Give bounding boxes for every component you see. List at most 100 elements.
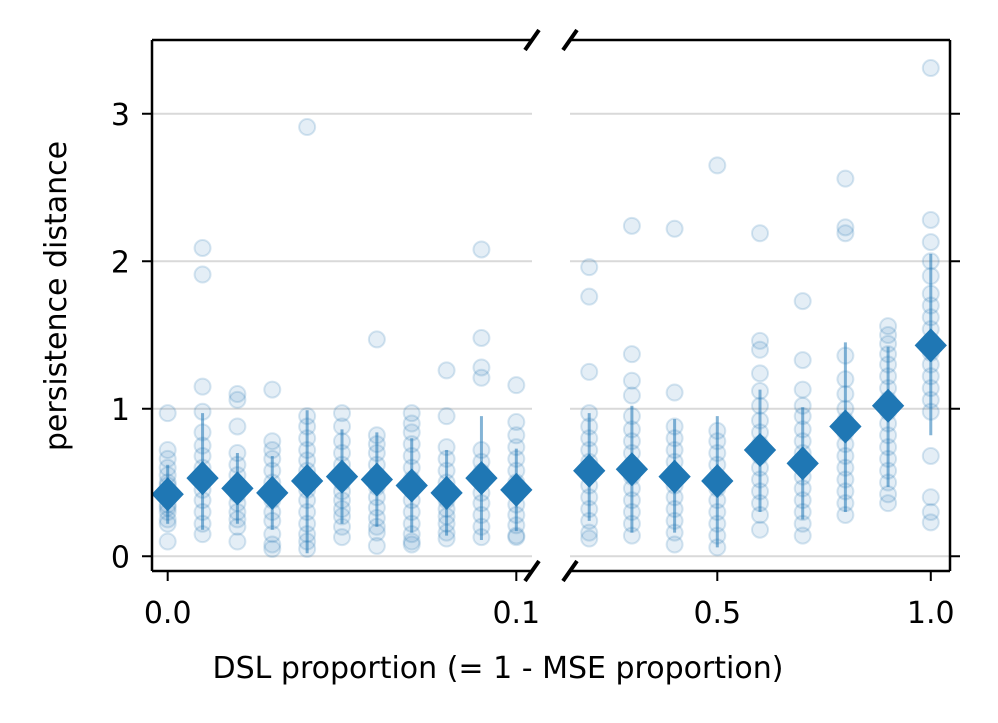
y-tick-label-1: 1 bbox=[111, 393, 130, 428]
data-point-left-10-2 bbox=[507, 426, 526, 445]
data-point-left-6-0 bbox=[367, 330, 386, 349]
data-point-left-4-0 bbox=[298, 118, 317, 137]
data-point-left-1-1 bbox=[193, 265, 212, 284]
data-point-left-9-1 bbox=[472, 328, 491, 347]
data-point-right-1-0 bbox=[622, 216, 641, 235]
data-point-right-1-2 bbox=[622, 371, 641, 390]
y-tick-label-3: 3 bbox=[111, 98, 130, 133]
data-point-left-9-3 bbox=[472, 368, 491, 387]
x-axis-label: DSL proportion (= 1 - MSE proportion) bbox=[213, 651, 784, 686]
data-point-right-2-0 bbox=[665, 219, 684, 238]
data-point-right-0-0 bbox=[580, 258, 599, 277]
data-point-right-6-1 bbox=[836, 218, 855, 237]
data-point-right-4-1 bbox=[751, 331, 769, 350]
data-point-left-2-0 bbox=[228, 385, 247, 403]
data-point-left-0-0 bbox=[158, 404, 177, 423]
data-point-right-1-3 bbox=[622, 386, 641, 405]
data-point-left-2-11 bbox=[228, 532, 247, 551]
data-point-left-10-0 bbox=[507, 376, 526, 395]
mean-marker-right-3 bbox=[701, 464, 734, 499]
x-tick-label-right-0: 0.5 bbox=[693, 596, 741, 631]
data-point-right-4-0 bbox=[751, 224, 769, 243]
mean-marker-left-10 bbox=[500, 472, 533, 507]
mean-marker-right-1 bbox=[615, 452, 649, 487]
data-point-left-6-12 bbox=[367, 536, 386, 555]
mean-marker-left-6 bbox=[360, 462, 394, 497]
data-point-left-9-0 bbox=[472, 240, 491, 259]
data-point-left-0-1 bbox=[158, 532, 177, 551]
data-point-right-6-2 bbox=[836, 224, 855, 243]
data-point-right-8-16 bbox=[921, 446, 940, 465]
data-point-right-2-12 bbox=[665, 535, 684, 554]
data-point-right-0-2 bbox=[580, 362, 599, 381]
data-point-left-3-11 bbox=[263, 535, 282, 554]
data-point-left-7-0 bbox=[402, 404, 421, 423]
data-point-right-8-18 bbox=[921, 503, 940, 521]
x-tick-label-left-0: 0.0 bbox=[144, 596, 192, 631]
data-point-left-3-1 bbox=[263, 432, 282, 451]
mean-marker-right-2 bbox=[658, 459, 691, 494]
data-point-right-7-16 bbox=[879, 494, 898, 513]
axes-layer bbox=[150, 28, 952, 583]
mean-marker-left-1 bbox=[186, 461, 219, 496]
data-point-left-7-13 bbox=[402, 535, 421, 554]
mean-marker-right-7 bbox=[871, 388, 905, 423]
axis-break-mark-1 bbox=[561, 28, 579, 52]
data-point-right-5-14 bbox=[793, 526, 812, 545]
x-tick-label-right-1: 1.0 bbox=[907, 596, 955, 631]
data-point-right-4-3 bbox=[751, 364, 769, 383]
data-point-right-4-2 bbox=[751, 340, 769, 359]
data-point-left-1-2 bbox=[193, 377, 212, 396]
x-tick-label-left-1: 0.1 bbox=[492, 596, 540, 631]
data-point-right-1-1 bbox=[622, 345, 641, 364]
data-point-left-5-0 bbox=[333, 404, 351, 423]
ticks-layer: 0.0 0.1 0.5 1.0 0 1 2 3 bbox=[111, 98, 960, 631]
axis-break-mark-2 bbox=[523, 559, 541, 583]
data-point-right-0-1 bbox=[580, 287, 599, 306]
data-point-left-3-0 bbox=[263, 380, 282, 399]
data-point-right-6-0 bbox=[836, 169, 855, 188]
y-axis-label: persistence distance bbox=[39, 141, 74, 451]
data-point-left-7-12 bbox=[402, 532, 421, 551]
mean-marker-left-0 bbox=[151, 477, 184, 512]
data-point-right-0-14 bbox=[580, 529, 599, 548]
data-point-right-4-15 bbox=[751, 520, 769, 539]
data-point-right-8-2 bbox=[921, 233, 940, 252]
mean-marker-right-4 bbox=[743, 433, 777, 468]
data-point-left-10-12 bbox=[507, 528, 526, 547]
data-point-left-0-11 bbox=[158, 441, 177, 460]
means-layer bbox=[151, 253, 947, 554]
data-point-right-8-19 bbox=[921, 513, 940, 532]
mean-marker-left-4 bbox=[290, 464, 324, 499]
mean-marker-right-6 bbox=[829, 409, 862, 444]
data-point-left-2-1 bbox=[228, 390, 247, 409]
axis-break-mark-0 bbox=[523, 28, 541, 52]
data-point-right-8-17 bbox=[921, 488, 940, 507]
data-point-right-7-1 bbox=[879, 326, 898, 344]
data-point-right-0-13 bbox=[580, 523, 599, 542]
data-point-right-2-1 bbox=[665, 383, 684, 402]
data-point-left-5-12 bbox=[333, 528, 351, 547]
mean-marker-right-5 bbox=[786, 446, 819, 481]
mean-marker-right-0 bbox=[573, 453, 606, 488]
mean-marker-right-8 bbox=[914, 328, 947, 363]
data-point-left-8-1 bbox=[437, 407, 456, 426]
data-point-left-1-0 bbox=[193, 238, 212, 257]
mean-marker-left-8 bbox=[430, 475, 463, 510]
data-point-left-3-12 bbox=[263, 539, 282, 558]
y-tick-label-2: 2 bbox=[111, 245, 130, 280]
data-point-right-5-0 bbox=[793, 292, 812, 311]
data-point-left-7-1 bbox=[402, 414, 421, 433]
data-point-left-10-1 bbox=[507, 413, 526, 432]
axis-break-mark-3 bbox=[561, 559, 579, 583]
mean-marker-left-7 bbox=[395, 468, 428, 503]
mean-marker-left-5 bbox=[325, 459, 359, 494]
y-tick-label-0: 0 bbox=[111, 540, 130, 575]
data-point-right-3-0 bbox=[708, 156, 727, 175]
data-point-left-9-2 bbox=[472, 358, 491, 377]
data-point-right-5-1 bbox=[793, 351, 812, 370]
mean-marker-left-3 bbox=[256, 475, 289, 510]
data-point-left-8-0 bbox=[437, 361, 456, 380]
data-point-right-7-0 bbox=[879, 317, 898, 336]
